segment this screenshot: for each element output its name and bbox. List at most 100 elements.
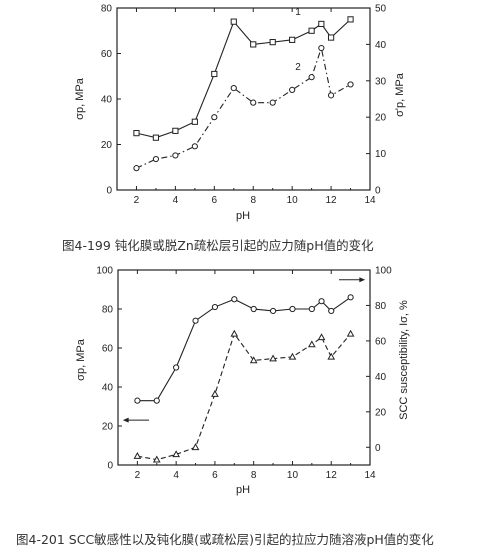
top-chart-y2tick-label: 20: [375, 113, 387, 124]
top-figure-caption: 图4-199 钝化膜或脱Zn疏松层引起的应力随pH值的变化: [62, 238, 374, 253]
bottom-chart-series-2-point: [269, 354, 277, 362]
top-chart-xlabel: pH: [236, 210, 250, 222]
top-chart-xtick-label: 6: [212, 195, 218, 206]
bottom-chart-xtick-label: 4: [173, 470, 179, 481]
top-chart-series-1-point: [269, 39, 276, 46]
bottom-chart-series-1-point: [318, 298, 325, 305]
bottom-chart-ytick-label: 60: [102, 344, 114, 355]
bottom-chart-xtick-label: 14: [364, 470, 376, 481]
bottom-chart-series-2-point: [191, 443, 200, 451]
top-chart-series-1-point: [327, 34, 335, 41]
bottom-chart-xtick-label: 10: [287, 470, 299, 481]
top-chart-series-2-point: [250, 99, 257, 106]
bottom-chart-series-1-point: [211, 303, 219, 311]
top-chart-y2tick-label: 10: [375, 149, 387, 160]
top-chart-series-2-point: [172, 152, 179, 159]
bottom-chart-series-1-point: [328, 307, 335, 315]
top-chart-series-2-label: 2: [295, 62, 301, 73]
top-chart-series-2-point: [230, 84, 237, 92]
bottom-chart-series-1-point: [269, 307, 277, 315]
bottom-chart-y2tick-label: 20: [375, 407, 387, 418]
bottom-chart-y2tick-label: 40: [375, 372, 387, 383]
bottom-chart-series-2-point: [172, 450, 181, 458]
bottom-chart-series-2-line: [137, 332, 352, 461]
bottom-chart-series-1-point: [308, 305, 315, 313]
top-chart-series-2-point: [308, 74, 315, 81]
bottom-chart-series-1-point: [192, 317, 199, 324]
bottom-chart-y2tick-label: 80: [375, 301, 387, 312]
top-chart-y2tick-label: 50: [375, 4, 387, 15]
top-chart-series-1-point: [347, 16, 354, 23]
top-chart-xtick-label: 12: [326, 195, 338, 206]
top-chart-xtick-label: 14: [364, 195, 376, 206]
bottom-chart-y2label: SCC susceptibility, Iσ, %: [398, 300, 410, 420]
top-chart-series-2-point: [152, 155, 160, 163]
bottom-chart-series-1-point: [173, 364, 180, 371]
top-chart-y2tick-label: 30: [375, 76, 387, 87]
top-chart-ytick-label: 80: [101, 4, 113, 15]
bottom-chart-ylabel: σp, MPa: [75, 338, 87, 381]
top-chart-series-1-label: 1: [295, 7, 301, 18]
bottom-chart-y2tick-label: 100: [375, 266, 392, 277]
top-chart-series-2-point: [318, 44, 325, 52]
bottom-chart-y2tick-label: 60: [375, 336, 387, 347]
top-chart-series-1-point: [152, 134, 160, 141]
bottom-chart-left-axis-arrowhead: [122, 417, 129, 423]
bottom-chart-series-2-point: [307, 340, 316, 348]
bottom-chart-xlabel: pH: [236, 484, 250, 496]
bottom-chart-series-2-point: [288, 352, 297, 360]
bottom-chart-series-1-point: [231, 296, 238, 303]
top-chart-series-1-point: [250, 41, 257, 48]
top-chart-ytick-label: 40: [101, 95, 113, 106]
bottom-chart-series-1-point: [347, 294, 354, 301]
top-chart-series-2-point: [269, 99, 276, 106]
top-chart-ytick-label: 0: [106, 186, 112, 197]
top-chart-xtick-label: 8: [250, 195, 256, 206]
bottom-chart-ytick-label: 40: [102, 383, 114, 394]
bottom-chart-frame: [117, 269, 371, 466]
top-chart-xtick-label: 4: [173, 195, 179, 206]
bottom-chart-series-2-point: [249, 356, 258, 364]
bottom-chart-ytick-label: 80: [102, 305, 114, 316]
bottom-chart-series-1-point: [250, 305, 257, 313]
top-chart-series-1-point: [230, 18, 237, 25]
top-chart-series-1-line: [136, 18, 351, 139]
bottom-chart-series-2-point: [133, 452, 142, 459]
top-chart-xtick-label: 10: [287, 195, 299, 206]
bottom-chart-xtick-label: 2: [135, 470, 141, 481]
bottom-chart-ytick-label: 0: [107, 461, 113, 472]
bottom-chart-series-1-point: [134, 397, 141, 404]
top-chart-series-2-line: [136, 45, 351, 169]
bottom-chart-ytick-label: 100: [96, 266, 113, 277]
bottom-chart-series-2-point: [211, 389, 219, 397]
top-chart-series-1-point: [308, 27, 315, 34]
top-chart-series-2-point: [327, 92, 335, 99]
bottom-figure-caption: 图4-201 SCC敏感性以及钝化膜(或疏松层)引起的拉应力随溶液pH值的变化: [16, 532, 434, 547]
top-chart-series-2-point: [289, 86, 296, 94]
bottom-chart-y2tick-label: 0: [375, 443, 381, 454]
bottom-chart-ytick-label: 20: [102, 422, 114, 433]
bottom-chart-series-2-point: [317, 333, 326, 341]
top-chart-xtick-label: 2: [134, 195, 140, 206]
top-chart-series-2-point: [191, 143, 198, 150]
bottom-chart-series-2-point: [230, 329, 239, 337]
bottom-chart-right-axis-arrowhead: [359, 277, 366, 283]
top-chart-series-1-point: [211, 70, 218, 78]
top-chart-series-1-point: [318, 20, 325, 28]
top-chart-series-1-point: [172, 127, 179, 134]
top-chart-series-2-point: [347, 81, 354, 88]
top-chart-y2tick-label: 0: [375, 186, 381, 197]
top-chart-ylabel: σp, MPa: [74, 77, 86, 120]
bottom-chart-series-1-point: [153, 397, 160, 404]
top-chart-ytick-label: 60: [101, 49, 113, 60]
top-chart-series-1-point: [133, 130, 140, 137]
bottom-chart-xtick-label: 6: [212, 470, 218, 481]
bottom-chart-xtick-label: 8: [251, 470, 257, 481]
bottom-chart-series-2-point: [346, 329, 355, 337]
top-chart-series-1-point: [289, 36, 296, 43]
bottom-chart-series-2-point: [327, 352, 336, 360]
top-chart-y2label: σ'p, MPa: [394, 72, 406, 117]
top-chart-y2tick-label: 40: [375, 40, 387, 51]
